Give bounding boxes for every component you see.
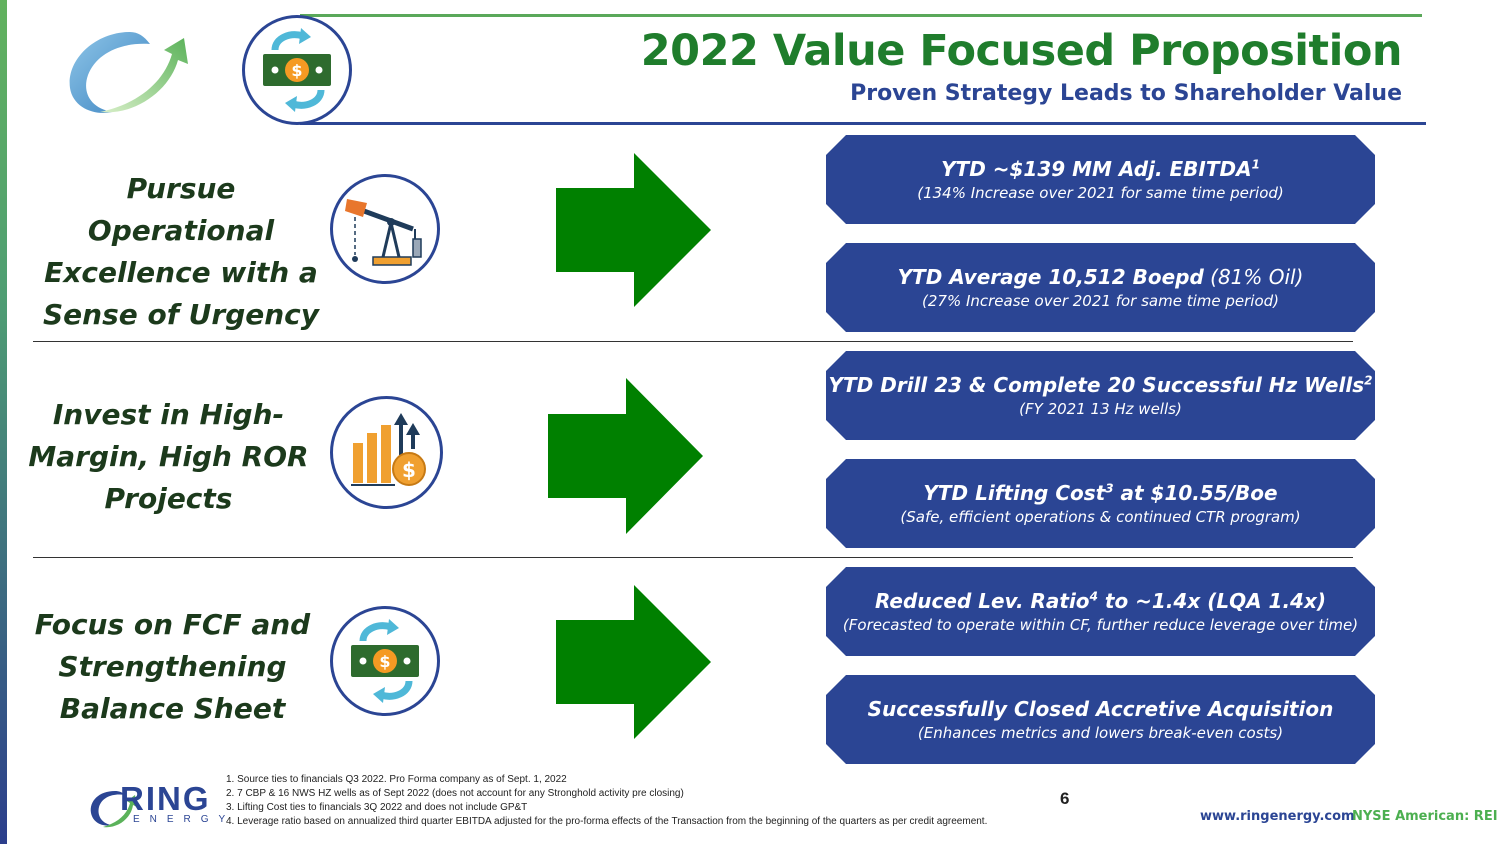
metric-pill-wells: YTD Drill 23 & Complete 20 Successful Hz… [826,351,1375,440]
row-label-operational-excellence: Pursue Operational Excellence with a Sen… [42,172,320,331]
ring-logo-word: RING [120,780,211,817]
arrow-right-icon [556,153,711,307]
header-cash-icon: $ [242,15,352,125]
svg-text:$: $ [402,458,416,482]
ticker-label: NYSE American: REI [1352,809,1498,824]
growth-chart-dollar-icon: $ [330,396,443,509]
page-title: 2022 Value Focused Proposition [640,26,1403,76]
page-subtitle: Proven Strategy Leads to Shareholder Val… [850,81,1402,106]
row-divider [33,341,1353,342]
footnotes: 1. Source ties to financials Q3 2022. Pr… [226,774,988,827]
arrow-right-icon [548,378,703,534]
row-divider [33,557,1353,558]
ring-logo-sub: ENERGY [133,814,236,825]
ring-energy-logo-icon [90,791,137,828]
svg-text:$: $ [291,61,302,80]
header-top-rule [300,14,1422,17]
website-link[interactable]: www.ringenergy.com [1200,809,1355,824]
row-label-high-margin-projects: Invest in High- Margin, High ROR Project… [28,398,309,515]
pumpjack-icon [330,174,440,284]
page-number: 6 [1060,789,1070,808]
svg-text:$: $ [379,652,390,671]
metric-pill-leverage: Reduced Lev. Ratio4 to ~1.4x (LQA 1.4x) … [826,567,1375,656]
row-label-fcf-balance-sheet: Focus on FCF and Strengthening Balance S… [34,608,311,725]
header-bottom-rule [300,122,1426,125]
metric-pill-lifting-cost: YTD Lifting Cost3 at $10.55/Boe (Safe, e… [826,459,1375,548]
left-accent-bar [0,0,7,844]
metric-pill-acquisition: Successfully Closed Accretive Acquisitio… [826,675,1375,764]
metric-pill-production: YTD Average 10,512 Boepd (81% Oil) (27% … [826,243,1375,332]
swirl-logo-icon [69,32,188,113]
metric-pill-ebitda: YTD ~$139 MM Adj. EBITDA1 (134% Increase… [826,135,1375,224]
arrow-right-icon [556,585,711,739]
cash-flow-icon: $ [330,606,440,716]
